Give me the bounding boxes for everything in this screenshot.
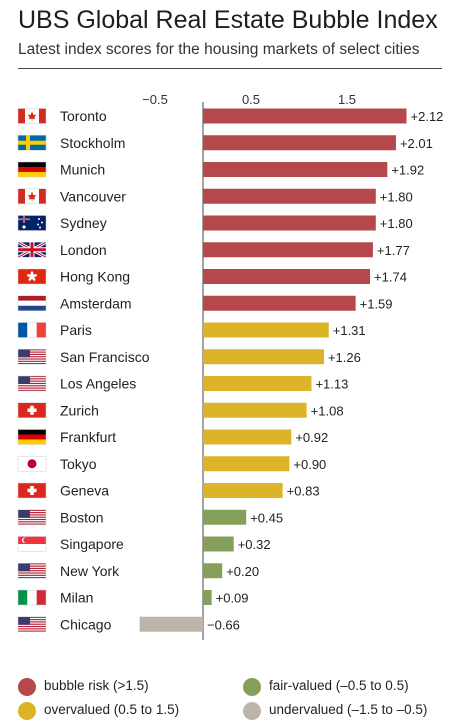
- flag-netherlands-icon: [17, 295, 47, 311]
- legend-swatch-bubble-risk: [18, 678, 36, 696]
- value-label: +0.83: [287, 484, 320, 499]
- value-label: +1.80: [380, 189, 413, 204]
- value-label: +0.45: [250, 510, 283, 525]
- flag-germany-icon: [17, 161, 47, 178]
- value-label: +2.01: [400, 136, 433, 151]
- bar-chicago: [139, 616, 203, 632]
- city-label: Boston: [60, 509, 104, 525]
- title-divider: [18, 68, 442, 69]
- x-tick-label: −0.5: [142, 92, 168, 107]
- bar-london: [203, 242, 373, 258]
- value-label: +1.92: [391, 163, 424, 178]
- bar-geneva: [203, 483, 283, 498]
- city-label: New York: [60, 563, 120, 579]
- city-label: London: [60, 242, 107, 258]
- value-label: +0.92: [295, 430, 328, 445]
- value-label: +1.26: [328, 350, 361, 365]
- flag-switzerland-icon: [17, 402, 47, 418]
- chart-title: UBS Global Real Estate Bubble Index: [18, 6, 438, 34]
- value-label: +0.20: [226, 564, 259, 579]
- city-label: Geneva: [60, 483, 109, 499]
- flag-germany-icon: [17, 429, 47, 445]
- bar-boston: [203, 509, 247, 525]
- value-label: −0.66: [207, 617, 240, 632]
- flag-usa-icon: [17, 509, 47, 525]
- bar-toronto: [203, 108, 407, 124]
- bar-hong-kong: [203, 269, 371, 284]
- city-label: Stockholm: [60, 135, 125, 151]
- bar-amsterdam: [203, 295, 356, 311]
- flag-australia-icon: [17, 215, 47, 231]
- bar-singapore: [203, 536, 234, 552]
- bar-paris: [203, 322, 329, 338]
- legend-label-bubble-risk: bubble risk (>1.5): [44, 678, 149, 693]
- value-label: +1.80: [380, 216, 413, 231]
- flag-italy-icon: [17, 589, 47, 606]
- flag-hongkong-icon: [17, 268, 47, 285]
- flag-canada-icon: [17, 108, 47, 124]
- legend-swatch-undervalued: [243, 702, 261, 720]
- bar-stockholm: [203, 135, 396, 151]
- value-label: +1.31: [333, 323, 366, 338]
- legend-label-overvalued: overvalued (0.5 to 1.5): [44, 702, 180, 717]
- value-label: +1.77: [377, 243, 410, 258]
- value-label: +1.74: [374, 270, 407, 285]
- city-label: Tokyo: [60, 456, 97, 472]
- city-label: Amsterdam: [60, 295, 132, 311]
- city-label: Vancouver: [60, 188, 126, 204]
- city-label: Zurich: [60, 402, 99, 418]
- city-label: Hong Kong: [60, 269, 130, 285]
- value-label: +1.08: [311, 403, 344, 418]
- flag-usa-icon: [17, 375, 47, 392]
- flag-uk-icon: [17, 240, 47, 259]
- city-label: Sydney: [60, 215, 107, 231]
- bar-vancouver: [203, 188, 376, 204]
- flag-france-icon: [17, 322, 47, 338]
- value-label: +1.13: [315, 377, 348, 392]
- bar-milan: [203, 590, 212, 605]
- value-label: +0.90: [293, 457, 326, 472]
- bar-chart: −0.5 0.5 1.5 Toronto +2.12 Stockholm +2.01 Muni…: [17, 92, 444, 640]
- bar-new-york: [203, 563, 223, 579]
- legend-swatch-fair-valued: [243, 678, 261, 696]
- bar-zurich: [203, 402, 307, 418]
- city-label: Los Angeles: [60, 376, 136, 392]
- bar-sydney: [203, 215, 376, 231]
- chart-subtitle: Latest index scores for the housing mark…: [18, 41, 420, 58]
- flag-sweden-icon: [17, 135, 47, 151]
- city-label: Frankfurt: [60, 429, 116, 445]
- city-label: Milan: [60, 590, 93, 606]
- city-label: Munich: [60, 162, 105, 178]
- flag-usa-icon: [17, 563, 47, 579]
- city-label: Paris: [60, 322, 92, 338]
- x-tick-label: 1.5: [338, 92, 356, 107]
- value-label: +0.09: [216, 591, 249, 606]
- bar-los-angeles: [203, 376, 312, 391]
- value-label: +1.59: [360, 296, 393, 311]
- bar-frankfurt: [203, 429, 292, 445]
- bar-san-francisco: [203, 349, 324, 365]
- legend-swatch-overvalued: [18, 702, 36, 720]
- flag-canada-icon: [17, 188, 47, 204]
- bar-munich: [203, 162, 388, 177]
- city-label: Toronto: [60, 108, 107, 124]
- flag-japan-icon: [17, 456, 47, 472]
- value-label: +0.32: [238, 537, 271, 552]
- flag-switzerland-icon: [17, 482, 47, 499]
- city-label: San Francisco: [60, 349, 150, 365]
- value-label: +2.12: [411, 109, 444, 124]
- flag-singapore-icon: [17, 536, 47, 552]
- x-tick-label: 0.5: [242, 92, 260, 107]
- bar-tokyo: [203, 456, 290, 472]
- legend-label-undervalued: undervalued (–1.5 to –0.5): [269, 702, 428, 717]
- city-label: Chicago: [60, 616, 112, 632]
- city-label: Singapore: [60, 536, 124, 552]
- flag-usa-icon: [17, 616, 47, 632]
- legend-label-fair-valued: fair-valued (–0.5 to 0.5): [269, 678, 409, 693]
- flag-usa-icon: [17, 349, 47, 365]
